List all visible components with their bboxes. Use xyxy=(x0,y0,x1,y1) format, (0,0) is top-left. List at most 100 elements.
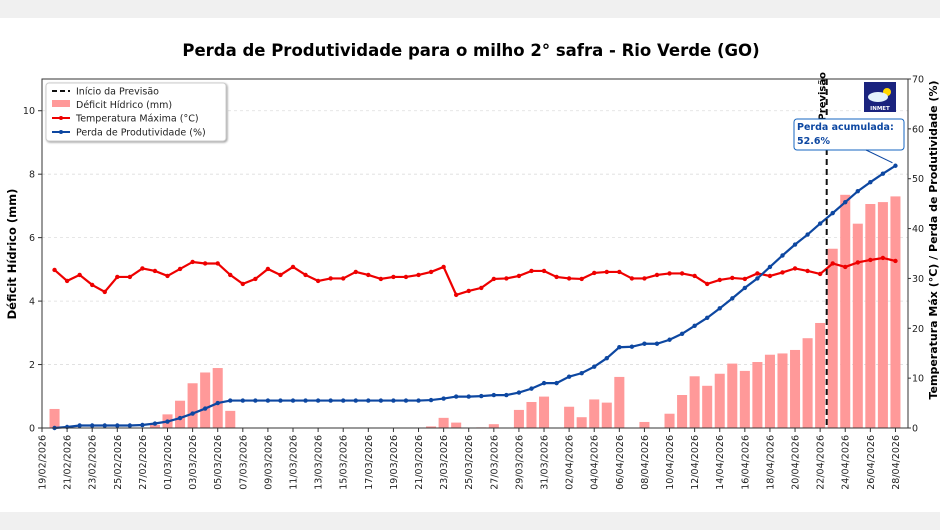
x-tick-label: 17/03/2026 xyxy=(364,435,375,490)
deficit-bar xyxy=(451,422,462,428)
temperature-point xyxy=(780,270,785,275)
temperature-point xyxy=(868,257,873,263)
temperature-point xyxy=(554,274,559,280)
deficit-bar xyxy=(677,395,688,428)
productivity-loss-point xyxy=(77,423,82,428)
productivity-loss-point xyxy=(303,398,308,403)
y-left-tick-label: 8 xyxy=(29,170,35,181)
temperature-point xyxy=(190,259,195,265)
productivity-loss-point xyxy=(290,398,296,403)
plot-frame xyxy=(41,78,909,429)
legend-forecast: Início da Previsão xyxy=(76,87,159,98)
y-right-tick-label: 20 xyxy=(912,324,924,335)
productivity-loss-point xyxy=(215,400,220,406)
deficit-bar xyxy=(513,409,524,428)
temperature-point xyxy=(893,258,898,264)
svg-text:INMET: INMET xyxy=(870,106,890,112)
productivity-loss-point xyxy=(202,406,208,411)
productivity-loss-point xyxy=(893,163,898,168)
temperature-point xyxy=(466,288,471,294)
productivity-loss-point xyxy=(629,344,635,349)
right-axis-ticks: 0 10 20 30 40 50 60 70 xyxy=(908,75,924,435)
productivity-loss-line xyxy=(54,164,897,430)
x-tick-label: 26/04/2026 xyxy=(866,435,877,490)
productivity-loss-point xyxy=(466,394,471,399)
y-left-tick-label: 4 xyxy=(29,297,35,308)
productivity-loss-point xyxy=(742,285,748,291)
deficit-bar xyxy=(877,202,888,428)
deficit-bar xyxy=(752,362,763,428)
temperature-point xyxy=(403,274,409,280)
productivity-loss-point xyxy=(717,306,722,311)
x-tick-label: 08/04/2026 xyxy=(640,435,651,490)
temperature-point xyxy=(453,292,459,298)
temperature-point xyxy=(704,281,710,287)
productivity-loss-point xyxy=(428,397,434,403)
x-tick-label: 12/04/2026 xyxy=(690,435,701,490)
x-tick-label: 28/04/2026 xyxy=(891,435,902,490)
productivity-loss-point xyxy=(479,393,484,399)
temperature-point xyxy=(215,261,220,266)
temperature-point xyxy=(278,272,283,278)
x-tick-label: 25/03/2026 xyxy=(464,435,475,490)
deficit-bar xyxy=(790,349,801,428)
temperature-point xyxy=(617,269,622,275)
productivity-loss-point xyxy=(115,423,120,428)
y-axis-right-label: Temperatura Máx (°C) / Perda de Produtiv… xyxy=(927,80,940,399)
legend-deficit-swatch xyxy=(52,100,70,107)
productivity-loss-point xyxy=(704,315,710,321)
temperature-point xyxy=(253,276,258,282)
x-tick-label: 19/03/2026 xyxy=(389,435,400,490)
temperature-point xyxy=(115,274,120,280)
productivity-loss-point xyxy=(767,264,773,270)
deficit-bar xyxy=(49,408,60,428)
productivity-loss-point xyxy=(190,411,195,416)
y-right-tick-label: 50 xyxy=(912,174,924,185)
deficit-bar xyxy=(689,376,700,428)
temperature-point xyxy=(315,278,321,284)
productivity-loss-point xyxy=(504,392,509,398)
deficit-bar xyxy=(639,421,650,428)
temperature-point xyxy=(378,276,384,282)
y-left-tick-label: 6 xyxy=(29,233,35,244)
deficit-bar xyxy=(815,322,826,428)
y-axis-left-label: Déficit Hídrico (mm) xyxy=(5,189,19,320)
inmet-logo: INMET xyxy=(864,82,896,112)
temperature-point xyxy=(290,264,296,270)
temperature-point xyxy=(843,264,848,270)
legend-deficit: Déficit Hídrico (mm) xyxy=(76,100,172,111)
x-tick-label: 31/03/2026 xyxy=(540,435,551,490)
x-tick-label: 01/03/2026 xyxy=(163,435,174,490)
deficit-bar xyxy=(802,338,813,428)
deficit-bar xyxy=(890,196,901,428)
left-axis-ticks: 0 2 4 6 8 10 xyxy=(23,106,42,435)
temperature-point xyxy=(817,271,823,277)
temperature-point xyxy=(328,276,333,281)
temperature-point xyxy=(516,273,522,279)
temperature-point xyxy=(730,275,735,281)
temperature-point xyxy=(366,272,371,278)
x-tick-label: 06/04/2026 xyxy=(615,435,626,490)
legend: Início da Previsão Déficit Hídrico (mm) … xyxy=(45,82,227,142)
productivity-loss-point xyxy=(441,396,446,401)
productivity-loss-point xyxy=(855,188,860,194)
deficit-bar xyxy=(840,194,851,428)
temperature-point xyxy=(805,268,810,274)
productivity-loss-point xyxy=(592,364,597,369)
temperature-point xyxy=(767,273,773,279)
productivity-loss-point xyxy=(341,398,346,403)
deficit-bar xyxy=(149,424,160,428)
x-tick-label: 02/04/2026 xyxy=(565,435,576,490)
temperature-point xyxy=(529,268,534,274)
annotation-line1: Perda acumulada: xyxy=(797,122,894,133)
deficit-bar xyxy=(764,354,775,428)
x-tick-label: 19/02/2026 xyxy=(38,435,49,490)
temperature-point xyxy=(667,271,672,276)
productivity-loss-point xyxy=(491,392,497,398)
temperature-point xyxy=(441,264,446,270)
productivity-loss-point xyxy=(554,380,559,386)
deficit-bars xyxy=(49,194,901,428)
productivity-loss-point xyxy=(730,296,735,301)
productivity-loss-point xyxy=(529,386,534,391)
productivity-loss-point xyxy=(805,232,810,237)
